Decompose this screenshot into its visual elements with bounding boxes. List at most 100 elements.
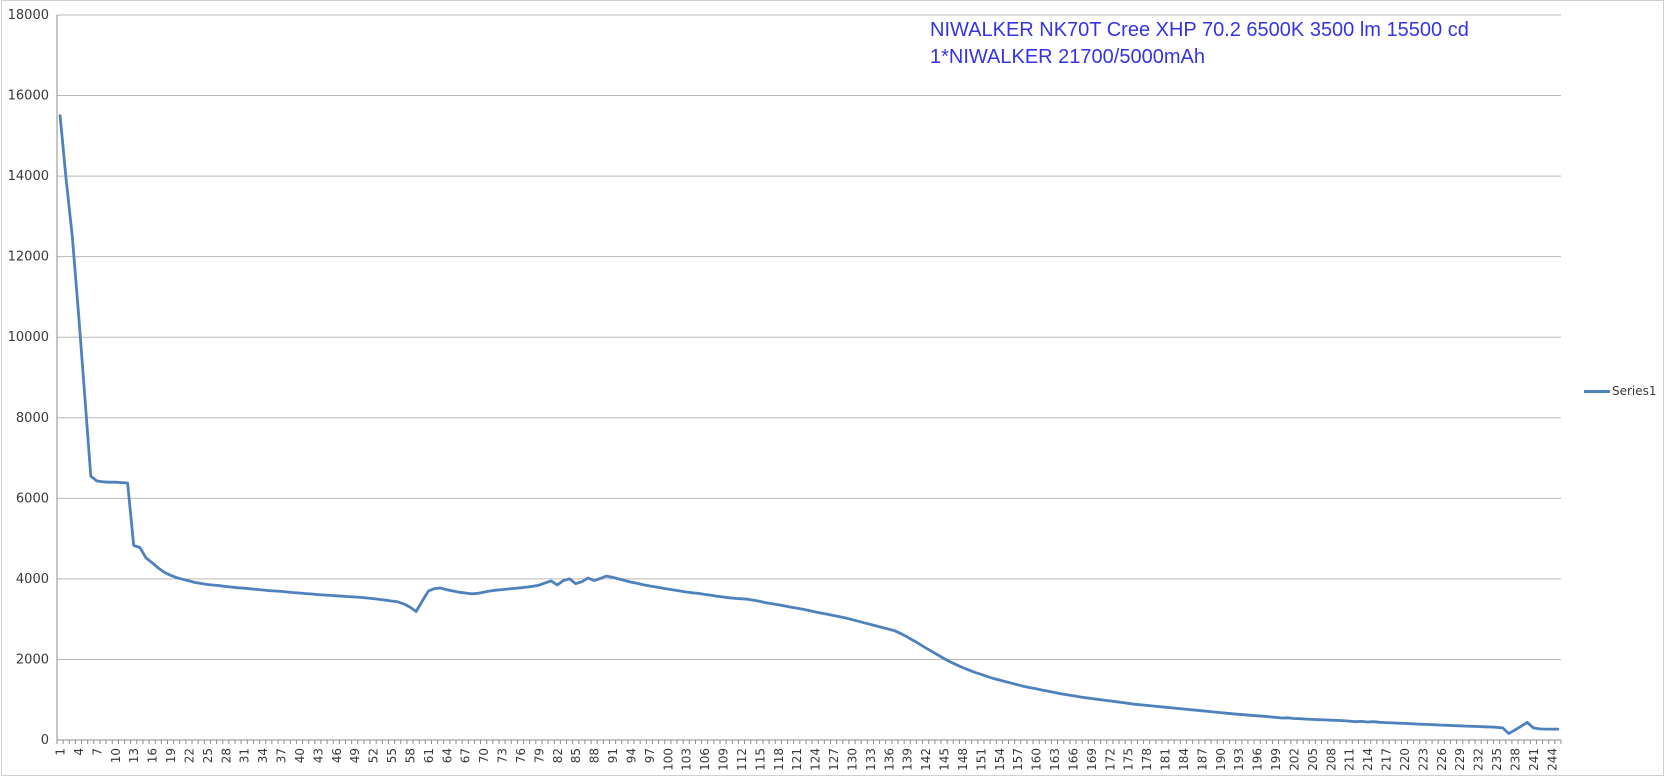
x-axis-label: 151 — [974, 748, 988, 771]
x-axis-label: 163 — [1048, 748, 1062, 771]
series1-line — [58, 114, 1560, 735]
x-axis-label: 130 — [845, 748, 859, 771]
y-axis-label: 14000 — [8, 169, 49, 184]
x-axis-label: 103 — [680, 748, 694, 771]
x-axis-label: 121 — [790, 748, 804, 771]
y-axis-label: 16000 — [8, 89, 49, 104]
x-axis-label: 13 — [127, 748, 141, 763]
y-axis-label: 12000 — [8, 250, 49, 265]
x-axis-label: 28 — [219, 748, 233, 763]
x-axis-label: 97 — [643, 748, 657, 763]
x-axis-label: 70 — [477, 748, 491, 763]
y-axis-label: 2000 — [16, 652, 49, 667]
x-axis-label: 166 — [1066, 748, 1080, 771]
x-axis-label: 19 — [164, 748, 178, 763]
chart-title-line2: 1*NIWALKER 21700/5000mAh — [930, 46, 1205, 68]
legend: Series1 — [1584, 384, 1657, 398]
x-axis-label: 223 — [1416, 748, 1430, 771]
x-axis-label: 175 — [1122, 748, 1136, 771]
x-axis-label: 43 — [311, 748, 325, 763]
x-axis-label: 16 — [146, 748, 160, 763]
x-axis-label: 238 — [1508, 748, 1522, 771]
x-axis-label: 139 — [901, 748, 915, 771]
x-axis-label: 229 — [1453, 748, 1467, 771]
x-axis-label: 190 — [1214, 748, 1228, 771]
x-axis-label: 172 — [1103, 748, 1117, 771]
x-axis-label: 115 — [753, 748, 767, 771]
x-axis-label: 112 — [735, 748, 749, 771]
chart-title-line1: NIWALKER NK70T Cree XHP 70.2 6500K 3500 … — [930, 19, 1469, 41]
legend-series-label: Series1 — [1612, 384, 1657, 398]
x-axis-label: 187 — [1195, 748, 1209, 771]
x-axis-label: 49 — [348, 748, 362, 763]
legend-line-marker — [1584, 389, 1610, 393]
x-axis-label: 127 — [827, 748, 841, 771]
x-axis-label: 34 — [256, 748, 270, 763]
x-axis-label: 196 — [1251, 748, 1265, 771]
x-axis-label: 46 — [330, 748, 344, 763]
x-axis-label: 37 — [275, 748, 289, 763]
y-axis-label: 18000 — [8, 8, 49, 23]
x-axis-label: 193 — [1232, 748, 1246, 771]
x-axis-label: 136 — [882, 748, 896, 771]
x-axis-label: 109 — [717, 748, 731, 771]
x-axis-label: 94 — [624, 748, 638, 763]
x-axis-label: 100 — [661, 748, 675, 771]
x-axis-label: 133 — [864, 748, 878, 771]
x-axis-label: 148 — [956, 748, 970, 771]
x-axis-label: 85 — [569, 748, 583, 763]
x-axis-label: 82 — [551, 748, 565, 763]
x-axis-label: 220 — [1398, 748, 1412, 771]
x-axis-label: 232 — [1472, 748, 1486, 771]
x-axis-label: 22 — [182, 748, 196, 763]
x-axis-label: 88 — [588, 748, 602, 763]
x-axis-label: 184 — [1177, 748, 1191, 771]
x-axis-label: 181 — [1159, 748, 1173, 771]
x-axis-label: 31 — [238, 748, 252, 763]
x-axis-label: 199 — [1269, 748, 1283, 771]
y-axis-label: 10000 — [8, 330, 49, 345]
x-axis-label: 205 — [1306, 748, 1320, 771]
x-axis-label: 157 — [1011, 748, 1025, 771]
x-axis-label: 91 — [606, 748, 620, 763]
x-axis-label: 106 — [698, 748, 712, 771]
x-axis-label: 124 — [809, 748, 823, 771]
x-axis-label: 76 — [514, 748, 528, 763]
x-axis-label: 235 — [1490, 748, 1504, 771]
x-axis-label: 73 — [496, 748, 510, 763]
x-axis-label: 118 — [772, 748, 786, 771]
x-axis-label: 79 — [532, 748, 546, 763]
x-axis-label: 226 — [1435, 748, 1449, 771]
x-axis-label: 211 — [1343, 748, 1357, 771]
x-axis-label: 4 — [72, 748, 86, 756]
y-axis-label: 4000 — [16, 572, 49, 587]
x-axis-label: 154 — [993, 748, 1007, 771]
x-axis-label: 1 — [54, 748, 68, 756]
x-axis-label: 217 — [1380, 748, 1394, 771]
x-axis-label: 178 — [1140, 748, 1154, 771]
x-axis-label: 52 — [367, 748, 381, 763]
x-axis-label: 67 — [459, 748, 473, 763]
x-axis-label: 64 — [440, 748, 454, 763]
x-axis-label: 202 — [1287, 748, 1301, 771]
x-axis-label: 241 — [1527, 748, 1541, 771]
x-axis-label: 55 — [385, 748, 399, 763]
x-axis-label: 214 — [1361, 748, 1375, 771]
x-axis-label: 169 — [1085, 748, 1099, 771]
x-axis-label: 142 — [919, 748, 933, 771]
x-axis-label: 208 — [1324, 748, 1338, 771]
x-axis-label: 7 — [90, 748, 104, 756]
y-axis-label: 8000 — [16, 411, 49, 426]
x-axis-label: 10 — [109, 748, 123, 763]
y-axis-label: 0 — [41, 733, 49, 748]
x-axis-label: 25 — [201, 748, 215, 763]
x-axis-label: 145 — [938, 748, 952, 771]
x-axis-label: 160 — [1030, 748, 1044, 771]
x-axis-label: 61 — [422, 748, 436, 763]
x-axis-label: 40 — [293, 748, 307, 763]
x-axis-label: 58 — [403, 748, 417, 763]
chart-title: NIWALKER NK70T Cree XHP 70.2 6500K 3500 … — [930, 17, 1469, 71]
y-axis-label: 6000 — [16, 491, 49, 506]
